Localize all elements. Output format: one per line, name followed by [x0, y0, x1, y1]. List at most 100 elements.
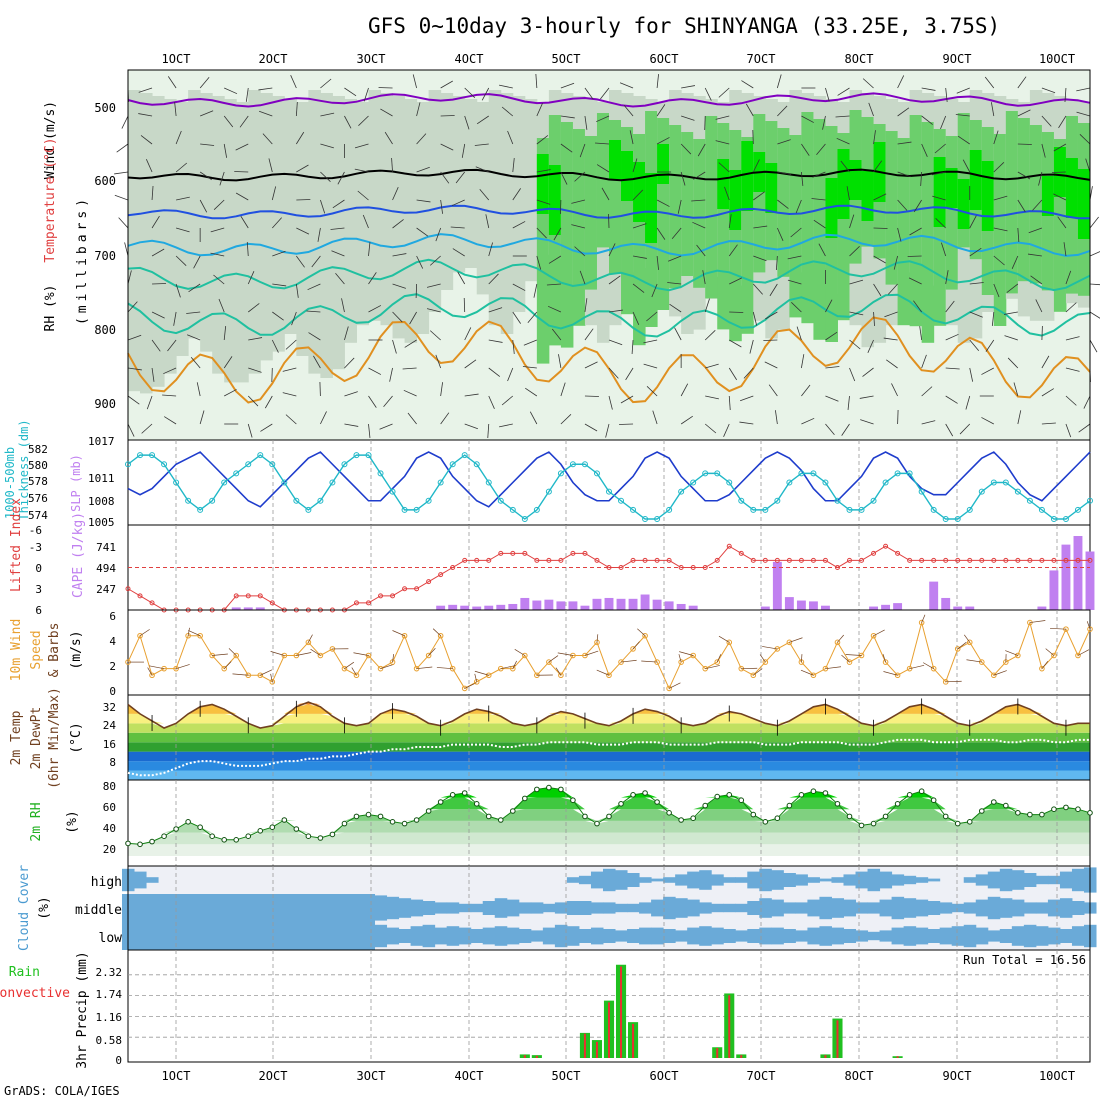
- cloud-cell-low: [435, 928, 448, 945]
- rh2m-point: [438, 800, 443, 805]
- cloud-row-low: low: [99, 931, 123, 946]
- cloud-cell-high: [723, 877, 736, 883]
- cloud-cell-low: [603, 929, 616, 943]
- rh-cell-green: [946, 136, 959, 290]
- rh2m-point: [282, 818, 287, 823]
- cape-bar: [653, 600, 662, 610]
- pressure-tick-label: 700: [94, 249, 116, 263]
- rh-cell-mid: [356, 102, 369, 325]
- cloud-cell-low: [218, 922, 231, 950]
- lifted-index-axis-label: Lifted Index: [9, 498, 24, 592]
- cloud-cell-low: [266, 922, 279, 950]
- rh-tick-label: 60: [103, 801, 116, 814]
- rh-cell-mid: [128, 90, 141, 391]
- cloud-cell-middle: [206, 894, 219, 922]
- wind-barb-10m: [176, 664, 190, 668]
- cloud-cell-low: [627, 929, 640, 943]
- rh-cell-green: [753, 114, 766, 272]
- cape-bar: [520, 598, 529, 610]
- cloud-cell-high: [843, 874, 856, 885]
- rh2m-point: [426, 809, 431, 814]
- cloud-cell-high: [964, 877, 977, 883]
- temp-tick-label: 16: [103, 738, 116, 751]
- rh-cell-green: [1030, 125, 1043, 283]
- wind-barb: [119, 218, 128, 228]
- cape-bar: [544, 600, 553, 610]
- cape-bar: [580, 606, 589, 610]
- cloud-cell-low: [507, 928, 520, 945]
- wind-tick-label: 0: [109, 685, 116, 698]
- cloud-cell-high: [603, 869, 616, 891]
- wind-barb-10m: [465, 683, 477, 689]
- cloud-cell-middle: [868, 902, 881, 913]
- cloud-cell-high: [771, 870, 784, 890]
- rh2m-point: [330, 832, 335, 837]
- wind-barb-10m: [1042, 661, 1048, 668]
- cloud-cell-middle: [483, 901, 496, 915]
- temp-tick-label: 8: [109, 756, 116, 769]
- cloud-cell-high: [615, 870, 628, 890]
- cloud-cell-middle: [892, 897, 905, 919]
- rh2m-point: [1004, 803, 1009, 808]
- rh2m-point: [931, 798, 936, 803]
- rh2m-point: [366, 812, 371, 817]
- rh-cell-mid: [405, 99, 418, 343]
- wind-barb: [115, 195, 128, 200]
- cape-bar: [953, 607, 962, 610]
- chart-marks: [114, 70, 1100, 1062]
- cloud-cell-low: [1012, 926, 1025, 946]
- rh-cell-mid: [513, 96, 526, 312]
- x-tick-label-top: 3OCT: [357, 52, 386, 66]
- rh2m-point: [667, 811, 672, 816]
- wind-barb-10m: [344, 662, 353, 668]
- rh-cell-green: [1018, 118, 1031, 281]
- wind-barb: [125, 242, 128, 256]
- precip-conv-bar: [608, 1002, 610, 1058]
- rh-cell-bright: [621, 151, 634, 201]
- cloud-cell-low: [483, 928, 496, 945]
- wind-barb-10m: [188, 628, 189, 636]
- temp-band: [128, 761, 1090, 770]
- rh-cell-mid: [236, 102, 249, 382]
- cloud-cell-middle: [447, 902, 460, 913]
- rh2m-point: [498, 818, 503, 823]
- lifted-tick-label: 0: [35, 562, 42, 575]
- rh2m-point: [727, 793, 732, 798]
- cloud-cell-high: [651, 879, 664, 882]
- cloud-cell-low: [1000, 929, 1013, 943]
- cloud-cell-low: [338, 922, 351, 950]
- rh2m-point: [595, 821, 600, 826]
- cloud-cell-low: [771, 928, 784, 945]
- rh2m-band: [128, 788, 1090, 798]
- x-tick-label-bottom: 2OCT: [259, 1069, 288, 1083]
- rh2m-point: [631, 793, 636, 798]
- cape-bar: [508, 604, 517, 610]
- cloud-cell-high: [1000, 869, 1013, 891]
- cape-bar: [677, 604, 686, 610]
- rh2m-point: [739, 798, 744, 803]
- cloud-cell-low: [807, 928, 820, 945]
- rh-cell-mid: [369, 90, 382, 321]
- rh-cell-bright: [862, 171, 875, 221]
- lifted-tick-label: 3: [35, 583, 42, 596]
- cloud-cell-middle: [290, 894, 303, 922]
- rh2m-point: [859, 823, 864, 828]
- cape-bar: [1061, 545, 1070, 610]
- rh-cell-mid: [224, 99, 237, 382]
- cloud-cell-low: [447, 926, 460, 946]
- temp-band: [128, 771, 1090, 780]
- rh2m-point: [174, 827, 179, 832]
- rh2m-point: [1052, 807, 1057, 812]
- cloud-cell-middle: [278, 894, 291, 922]
- cloud-cell-middle: [555, 902, 568, 913]
- wind-barb-10m: [801, 654, 802, 662]
- rh2m-point: [294, 827, 299, 832]
- cloud-cell-high: [1036, 876, 1049, 884]
- cloud-cell-low: [831, 928, 844, 945]
- cloud-cell-low: [326, 922, 339, 950]
- cloud-cell-middle: [771, 900, 784, 917]
- x-tick-label-top: 2OCT: [259, 52, 288, 66]
- rh-cell-mid: [200, 93, 213, 352]
- rh2m-point: [474, 802, 479, 807]
- wind-barb-10m: [789, 638, 802, 643]
